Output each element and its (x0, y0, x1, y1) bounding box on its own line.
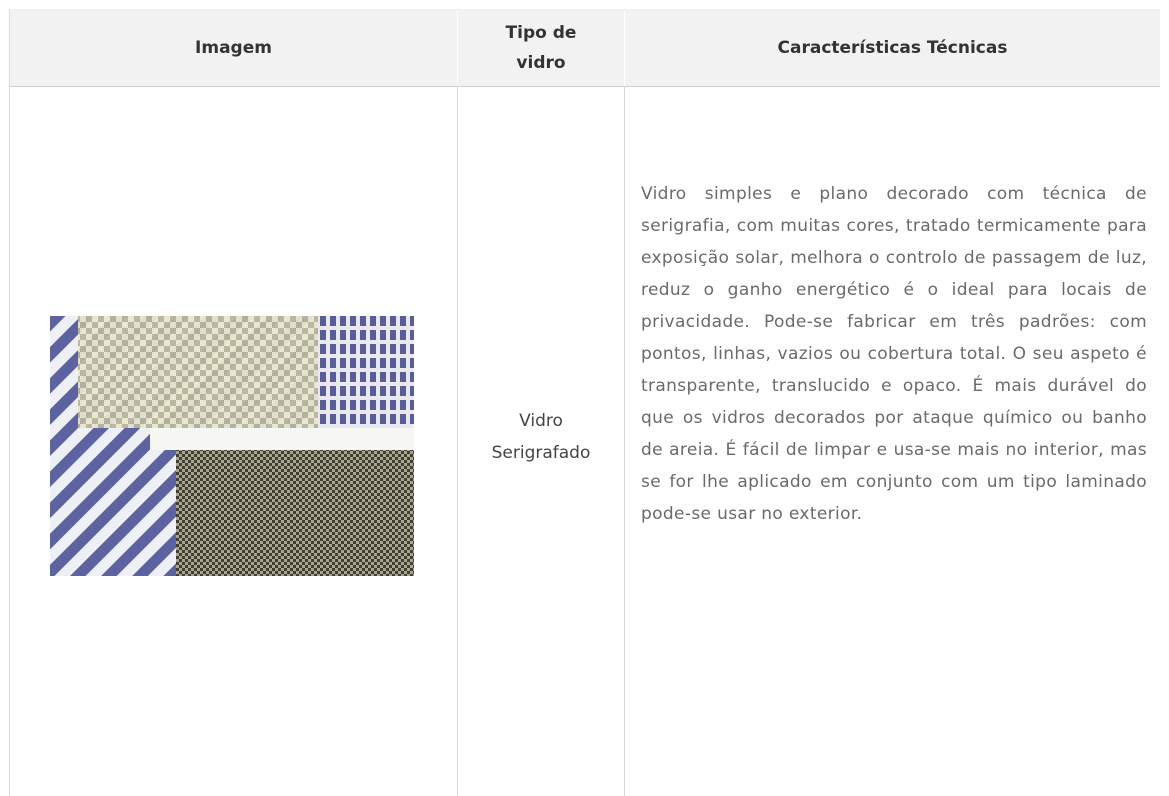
glass-image (50, 316, 414, 576)
row-border (9, 86, 1160, 87)
table-border (9, 9, 10, 796)
glass-description: Vidro simples e plano decorado com técni… (641, 184, 1147, 524)
column-border (457, 86, 458, 796)
header-cell: Imagem (10, 9, 457, 86)
header-cell: Características Técnicas (625, 9, 1160, 86)
column-border (624, 86, 625, 796)
glass-type: Vidro Serigrafado (491, 411, 591, 463)
header-cell: Tipo de vidro (458, 9, 624, 86)
